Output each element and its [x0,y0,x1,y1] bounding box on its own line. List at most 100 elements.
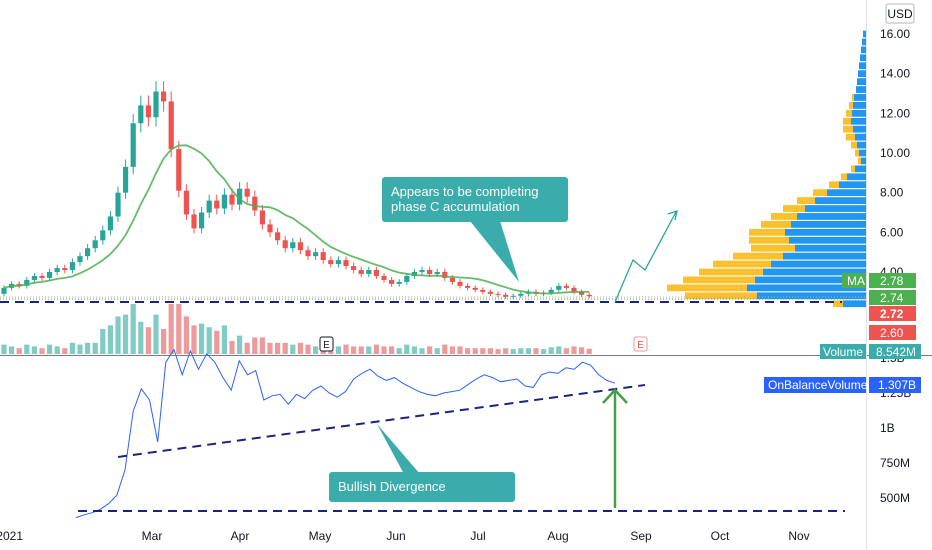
volume-profile-bar [795,244,867,252]
volume-profile-bar [862,38,867,46]
candle-body [411,271,417,276]
obv-upper-trendline [117,384,646,458]
volume-bar [267,342,273,354]
x-tick-label: Jul [470,529,485,543]
candle-body [434,271,440,274]
volume-bar [465,348,471,354]
divergence-arrowhead [602,388,628,404]
currency-label[interactable]: USD [885,3,915,24]
volume-profile-bar [667,284,747,292]
volume-profile-bar [853,125,867,133]
volume-profile-bar [851,117,867,125]
candle-body [145,105,151,118]
price-tick-label: 10.00 [880,146,910,160]
volume-profile-bar [683,276,755,284]
volume-bar [541,349,547,354]
earnings-marker-1[interactable]: E [319,336,334,352]
ma-tag: MA 2.78 [842,273,916,288]
volume-profile-bar [785,228,867,236]
volume-profile-bar [859,149,867,157]
candle-body [47,271,53,278]
volume-profile-bar [827,189,867,197]
volume-bars [1,304,592,354]
volume-bar [100,329,106,354]
volume-profile-bar [749,236,789,244]
annotation-divergence-text: Bullish Divergence [338,479,446,494]
price-tag-bottom: 2.60 [869,325,916,340]
volume-bar [16,348,22,354]
volume-bar [351,346,357,354]
candle-body [503,294,509,297]
volume-bar [62,348,68,354]
annotation-callout-accumulation: Appears to be completing phase C accumul… [382,177,568,282]
volume-bar [533,348,539,354]
volume-bar [259,337,265,354]
volume-profile-bar [751,244,795,252]
volume-profile-bar [713,260,771,268]
x-tick-label: Sep [630,529,652,543]
volume-bar [275,342,281,354]
price-tick-label: 14.00 [880,67,910,81]
volume-bar [145,327,151,354]
candle-body [1,287,7,294]
candle-body [305,250,311,257]
candle-body [487,291,493,294]
volume-bar [107,325,113,354]
volume-bar [168,304,174,354]
obv-tick-labels: 1.5B1.25B1B750M500M [880,351,911,505]
volume-bar [419,348,425,354]
volume-bar [571,346,577,354]
candle-body [77,256,83,263]
volume-profile-bar [791,220,867,228]
candle-body [161,91,167,102]
svg-text:MA: MA [847,274,865,288]
volume-profile-bar [699,268,763,276]
candle-body [366,270,372,274]
volume-profile-bar [841,173,847,181]
candle-body [275,232,281,241]
x-tick-label: Jun [386,529,405,543]
price-tick-label: 12.00 [880,106,910,120]
candle-body [267,224,273,233]
candle-body [85,248,91,257]
volume-profile-bar [733,252,783,260]
volume-bar [130,304,136,354]
volume-bar [77,344,83,354]
candle-body [115,192,121,217]
obv-tick-label: 1B [880,421,895,435]
volume-bar [457,346,463,354]
volume-profile-bar [853,101,867,109]
volume-bar [503,348,509,354]
volume-profile-bar [851,165,855,173]
candle-body [138,105,144,124]
volume-bar [563,348,569,354]
candle-body [62,268,68,271]
candle-body [168,101,174,150]
candle-body [199,212,205,229]
volume-profile-bar [789,236,867,244]
volume-bar [69,342,75,354]
volume-profile-bar [857,78,867,85]
volume-bar [191,325,197,354]
volume-bar [229,341,235,354]
earnings-marker-2[interactable]: E [633,336,648,352]
candle-body [259,210,265,225]
candle-body [351,266,357,271]
volume-profile-bar [685,292,757,300]
time-axis[interactable]: 2021 Mar Apr May Jun Jul Aug Sep Oct Nov [0,529,810,543]
candle-body [457,281,463,286]
volume-profile-bar [858,70,867,78]
candle-body [183,190,189,215]
volume-profile-bar [843,300,867,308]
x-tick-label: Apr [231,529,250,543]
volume-bar [434,348,440,354]
volume-profile-bar [858,157,861,165]
volume-bar [252,337,258,354]
volume-bar [290,344,296,354]
volume-bar [556,346,562,354]
obv-line [75,348,616,519]
candle-body [221,194,227,209]
candle-body [563,285,569,288]
candle-body [320,252,326,261]
